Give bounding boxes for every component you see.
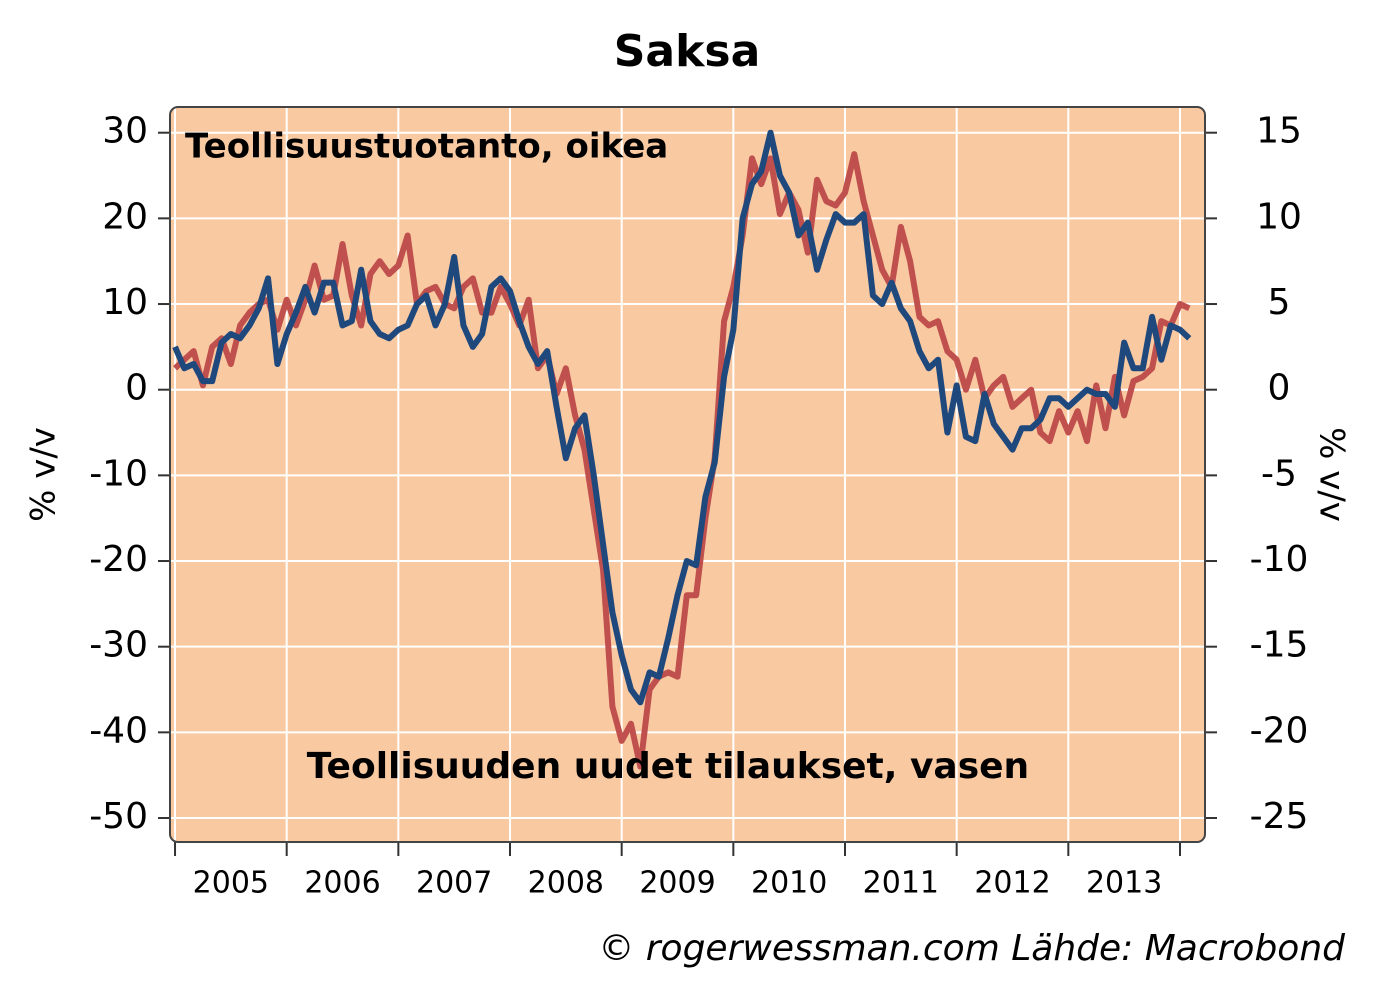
- series-label: Teollisuustuotanto, oikea: [185, 127, 668, 167]
- x-tick-label: 2013: [1086, 866, 1162, 901]
- x-tick-label: 2006: [304, 866, 380, 901]
- y2-tick-label: -5: [1261, 453, 1297, 494]
- x-tick-label: 2008: [528, 866, 604, 901]
- y-tick-label: -20: [89, 539, 148, 580]
- y2-tick-label: 15: [1256, 111, 1302, 152]
- y-tick-label: -40: [89, 710, 148, 751]
- x-tick-label: 2007: [416, 866, 492, 901]
- y-tick-label: -30: [89, 625, 148, 666]
- chart-title: Saksa: [614, 26, 761, 77]
- y2-tick-label: -10: [1250, 539, 1309, 580]
- y2-axis-label: % v/v: [1312, 427, 1352, 522]
- y2-tick-label: -15: [1250, 625, 1309, 666]
- x-tick-label: 2009: [639, 866, 715, 901]
- y2-tick-label: -20: [1250, 710, 1309, 751]
- y2-tick-label: 5: [1268, 282, 1291, 323]
- x-tick-label: 2010: [751, 866, 827, 901]
- y2-tick-label: 10: [1256, 196, 1302, 237]
- y-tick-label: -50: [89, 796, 148, 837]
- source: © rogerwessman.com Lähde: Macrobond: [598, 928, 1346, 969]
- series-label: Teollisuuden uudet tilaukset, vasen: [307, 746, 1029, 787]
- y-axis-label: % v/v: [24, 427, 64, 522]
- y-tick-label: 20: [102, 196, 148, 237]
- x-tick-label: 2005: [193, 866, 269, 901]
- y-tick-label: 10: [102, 282, 148, 323]
- plot-frame: [169, 106, 1206, 843]
- y2-tick-label: -25: [1250, 796, 1309, 837]
- y2-tick-label: 0: [1268, 368, 1291, 409]
- y-tick-label: 30: [102, 111, 148, 152]
- series-line: [172, 151, 1191, 770]
- y-tick-label: -10: [89, 453, 148, 494]
- y-tick-label: 0: [125, 368, 148, 409]
- x-tick-label: 2011: [863, 866, 939, 901]
- x-tick-label: 2012: [974, 866, 1050, 901]
- series-line: [172, 129, 1192, 706]
